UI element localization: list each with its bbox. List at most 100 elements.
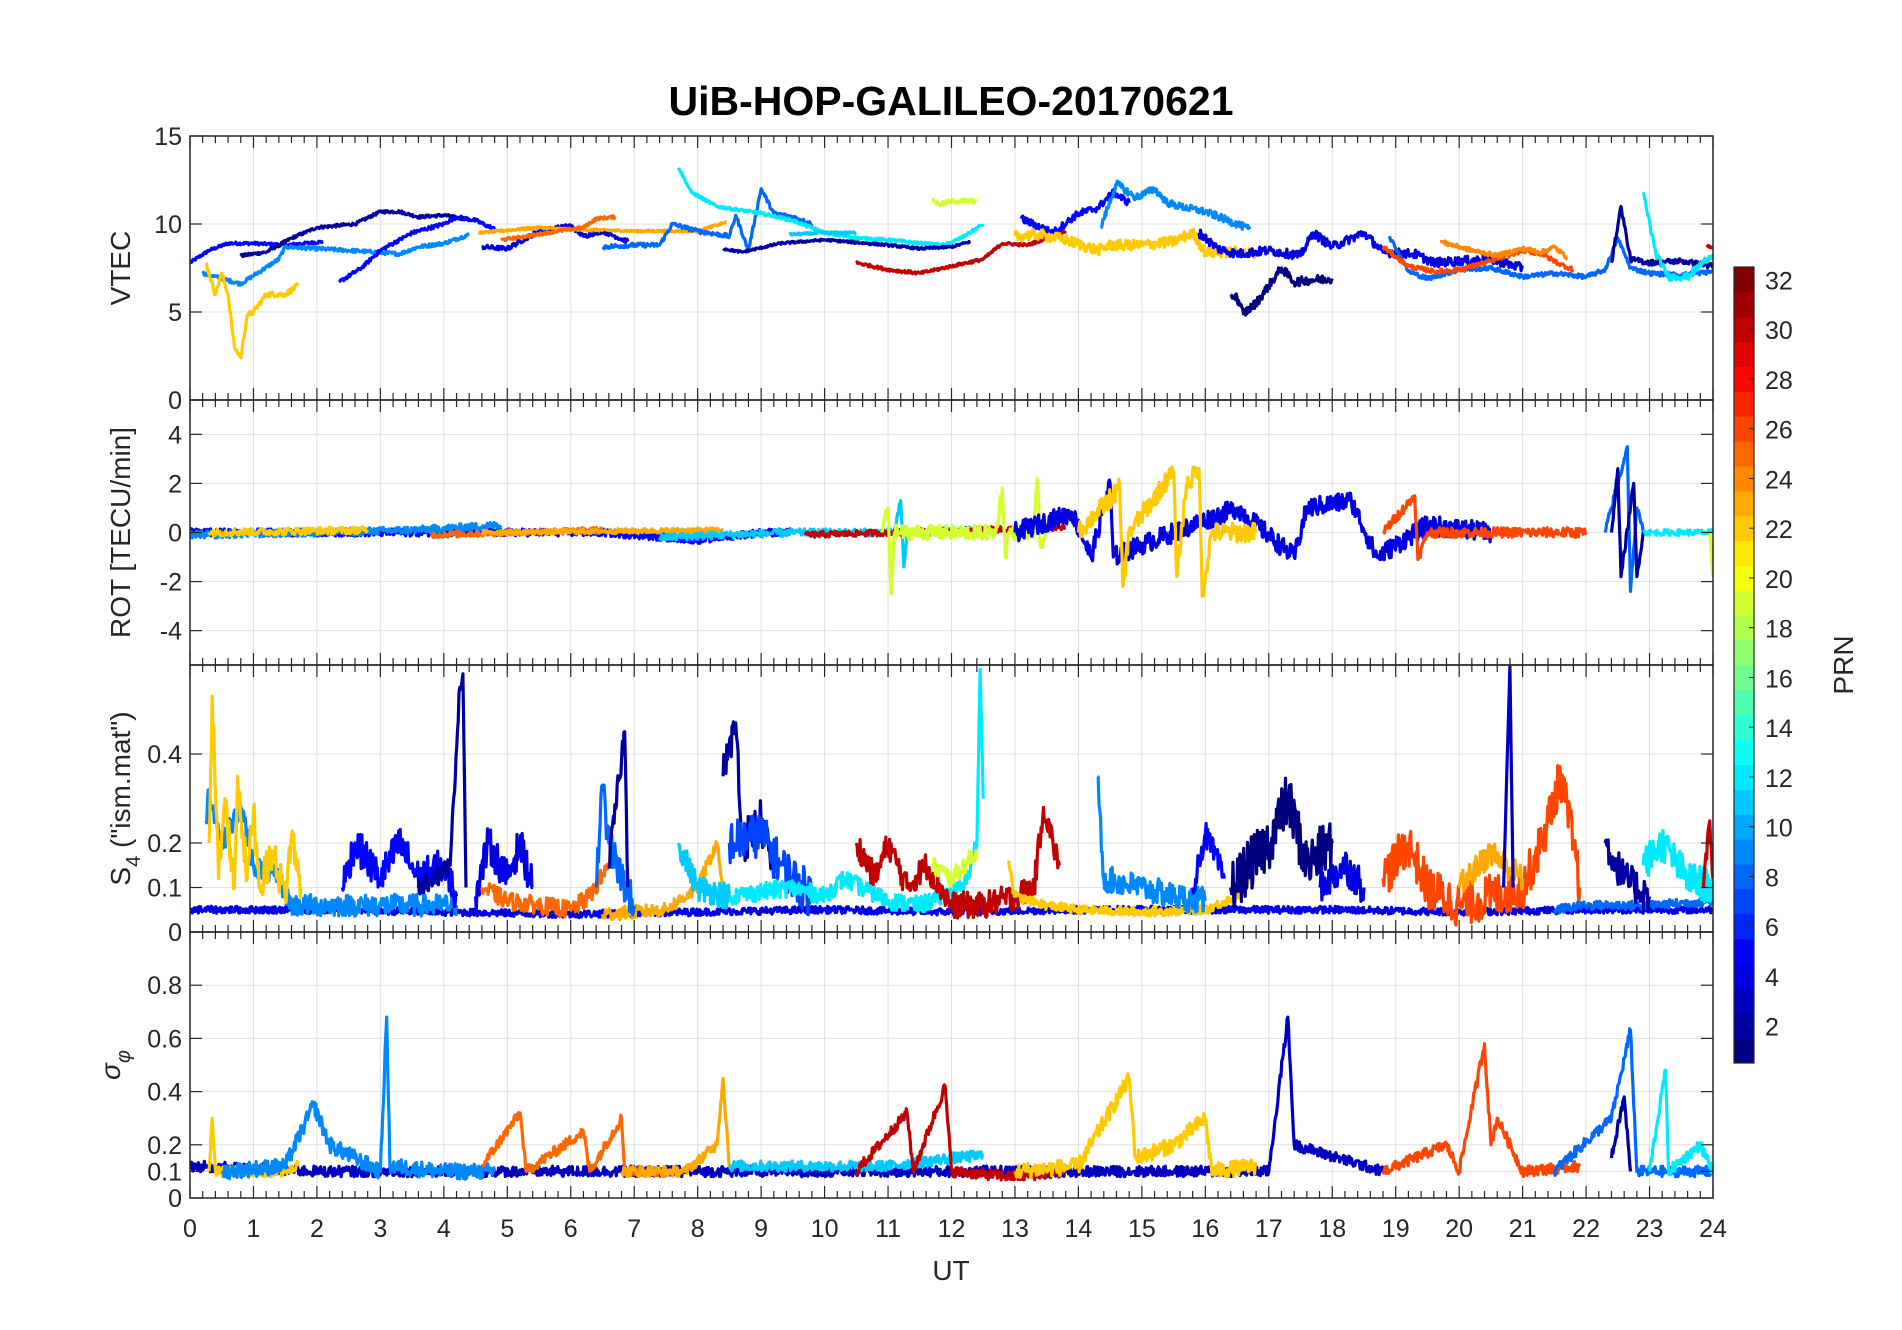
x-tick-label: 8 <box>691 1215 705 1243</box>
series-prn-9 <box>204 787 459 918</box>
series-prn-4 <box>190 904 1713 920</box>
panel-sigma: 00.10.2 0.4 0.6 0.8 σφ <box>95 931 1714 1213</box>
series-prn-22 <box>207 694 303 905</box>
colorbar-tick-label: 22 <box>1765 516 1793 544</box>
colorbar-swatch-17 <box>1734 640 1754 666</box>
y-axis-label-main: σ <box>95 1062 126 1080</box>
colorbar-swatch-27 <box>1734 391 1754 417</box>
x-tick-label: 12 <box>938 1215 966 1243</box>
x-tick-label: 7 <box>627 1215 641 1243</box>
series-prn-26 <box>1381 1042 1582 1179</box>
series-prn-3 <box>190 1015 1385 1179</box>
y-tick-label: 2 <box>168 470 182 498</box>
x-tick-label: 20 <box>1445 1215 1473 1243</box>
y-axis-label-sigma: σφ <box>95 1050 135 1080</box>
x-tick-label: 15 <box>1128 1215 1156 1243</box>
colorbar-tick-label: 10 <box>1765 815 1793 843</box>
series-prn-23 <box>620 1076 731 1179</box>
series-prn-5 <box>340 827 459 909</box>
y-tick-label: 15 <box>154 123 182 151</box>
series-prn-2 <box>239 209 465 259</box>
series-prn-12 <box>1647 1068 1713 1177</box>
series-prn-12 <box>1641 191 1713 282</box>
y-axis-label-rot: ROT [TECU/min] <box>105 427 136 638</box>
colorbar-swatch-20 <box>1734 565 1754 591</box>
colorbar-swatch-14 <box>1734 714 1754 741</box>
series-prn-23 <box>477 220 728 235</box>
series-prn-9 <box>1096 774 1207 914</box>
series-prn-11 <box>788 230 858 237</box>
y-tick-label: -4 <box>160 618 182 646</box>
y-tick-label: -2 <box>160 569 182 597</box>
colorbar-tick-label: 30 <box>1765 317 1793 345</box>
x-tick-label: 3 <box>373 1215 387 1243</box>
colorbar-swatch-32 <box>1734 267 1754 293</box>
series-prn-30 <box>855 228 1068 276</box>
y-tick-label: 0.8 <box>147 972 182 1000</box>
colorbar-swatch-3 <box>1734 988 1754 1014</box>
x-tick-label: 9 <box>754 1215 768 1243</box>
panel-rot: -4 -2 0 2 4 ROT [TECU/min] <box>105 399 1714 666</box>
series-prn-25 <box>480 862 611 919</box>
x-axis-label: UT <box>932 1255 969 1286</box>
series-prn-11 <box>727 1149 985 1173</box>
x-tick-label: 23 <box>1636 1215 1664 1243</box>
series-prn-19 <box>931 848 979 888</box>
series-prn-26 <box>1381 763 1582 927</box>
colorbar-swatch-10 <box>1734 814 1754 840</box>
x-tick-label: 19 <box>1382 1215 1410 1243</box>
series-prn-2 <box>1609 467 1645 579</box>
colorbar-swatch-29 <box>1734 341 1754 367</box>
y-tick-label: 0.2 <box>147 830 182 858</box>
series-prn-8 <box>1387 235 1713 282</box>
x-tick-label: 2 <box>310 1215 324 1243</box>
panel-s4: 00.10.20.4S4 ("ism.mat") <box>105 664 1714 947</box>
y-tick-label: 5 <box>168 299 182 327</box>
series-prn-8 <box>601 187 814 252</box>
x-tick-label: 0 <box>183 1215 197 1243</box>
series-prn-8 <box>1603 445 1645 594</box>
colorbar-swatch-16 <box>1734 665 1754 691</box>
x-tick-labels: 0 1 2 3 4 5 6 7 8 9 10 11 12 13 14 15 16 17 18 19 20 21 22 23 24 <box>183 1215 1727 1243</box>
x-tick-label: 5 <box>500 1215 514 1243</box>
x-tick-label: 4 <box>437 1215 451 1243</box>
series-prn-9 <box>201 232 470 287</box>
series-prn-26 <box>1382 494 1588 562</box>
panel-vtec: 0 5 10 15 VTEC <box>105 123 1714 415</box>
series-prn-30 <box>1701 819 1713 888</box>
colorbar-swatch-1 <box>1734 1038 1754 1064</box>
colorbar-swatch-8 <box>1734 864 1754 890</box>
colorbar-tick-label: 14 <box>1765 715 1793 743</box>
colorbar-swatch-12 <box>1734 764 1754 790</box>
x-tick-label: 6 <box>564 1215 578 1243</box>
colorbar-swatch-31 <box>1734 291 1754 318</box>
series-prn-23 <box>480 526 724 537</box>
colorbar-swatch-25 <box>1734 441 1754 467</box>
y-tick-label: 0 <box>168 520 182 548</box>
y-tick-label: 0 <box>168 919 182 947</box>
y-tick-label: 0.4 <box>147 1079 182 1107</box>
series-prn-22 <box>207 524 370 538</box>
colorbar-tick-label: 24 <box>1765 466 1793 494</box>
x-tick-label: 24 <box>1699 1215 1727 1243</box>
series-prn-22 <box>1076 465 1258 598</box>
colorbar-tick-label: 26 <box>1765 417 1793 445</box>
x-tick-label: 16 <box>1191 1215 1219 1243</box>
series-prn-5 <box>190 239 325 264</box>
chart-title: UiB-HOP-GALILEO-20170621 <box>668 78 1233 124</box>
x-tick-label: 1 <box>247 1215 261 1243</box>
colorbar-swatch-30 <box>1734 316 1754 343</box>
series-prn-22 <box>204 262 300 360</box>
colorbar-swatch-22 <box>1734 515 1754 542</box>
y-axis-label-s4: S4 ("ism.mat") <box>105 711 145 885</box>
y-tick-label: 0 <box>168 387 182 415</box>
x-tick-label: 17 <box>1255 1215 1283 1243</box>
series-prn-2 <box>1603 838 1652 912</box>
series-prn-12 <box>1641 829 1713 904</box>
colorbar-swatch-28 <box>1734 366 1754 392</box>
colorbar-swatch-4 <box>1734 963 1754 989</box>
colorbar-swatch-23 <box>1734 490 1754 517</box>
x-tick-label: 18 <box>1318 1215 1346 1243</box>
